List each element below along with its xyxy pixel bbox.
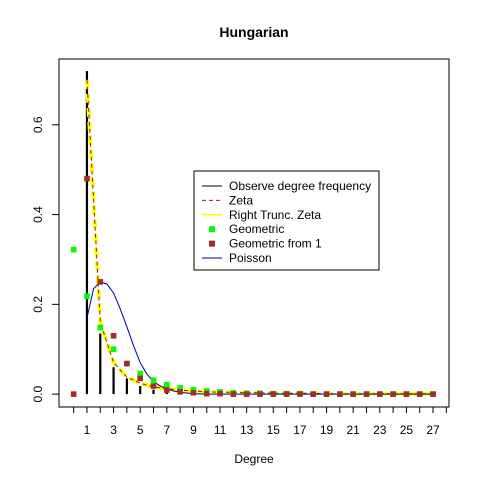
x-tick-label: 23: [373, 423, 387, 437]
geometric-point: [97, 324, 104, 331]
geometric-from-1-point: [84, 175, 90, 182]
x-tick-label: 13: [240, 423, 254, 437]
geometric-from-1-point: [270, 391, 277, 397]
geometric-from-1-point: [337, 391, 343, 397]
geometric-from-1-point: [403, 391, 410, 397]
legend-label: Geometric: [229, 222, 284, 236]
geometric-from-1-point: [283, 391, 290, 397]
geometric-point: [150, 377, 157, 384]
y-tick-label: 0.4: [31, 206, 45, 223]
geometric-from-1-point: [137, 375, 143, 382]
y-tick-label: 0.2: [31, 296, 45, 313]
geometric-from-1-point: [243, 391, 250, 397]
geometric-point: [110, 346, 117, 353]
geometric-from-1-point: [430, 391, 436, 397]
geometric-from-1-point: [323, 391, 330, 397]
x-tick-label: 9: [190, 423, 197, 437]
legend-swatch: [209, 240, 215, 247]
geometric-from-1-point: [416, 391, 423, 397]
geometric-from-1-point: [217, 390, 223, 397]
geometric-from-1-point: [310, 391, 317, 397]
legend-label: Observe degree frequency: [229, 179, 371, 193]
geometric-point: [137, 370, 143, 377]
geometric-from-1-point: [190, 389, 197, 396]
x-tick-label: 21: [346, 423, 360, 437]
x-axis: 1 3 5 7 9 11 13 15 17 19 21 23 25 27: [73, 406, 447, 437]
geometric-point: [84, 293, 90, 300]
legend-box: [193, 170, 380, 271]
geometric-point: [190, 386, 197, 393]
geometric-from-1-point: [350, 391, 356, 397]
legend-label: Right Trunc. Zeta: [229, 208, 321, 222]
geometric-from-1-point: [230, 391, 237, 397]
legend-label: Geometric from 1: [229, 237, 322, 251]
geometric-from-1-point: [97, 279, 104, 285]
y-tick-label: 0.6: [31, 116, 45, 133]
y-tick-label: 0.0: [31, 385, 45, 402]
poisson-line: [86, 281, 433, 395]
geometric-from-1-point: [376, 391, 383, 397]
geometric-from-1-point: [177, 389, 183, 395]
x-tick-label: 19: [320, 423, 334, 437]
x-tick-label: 25: [400, 423, 414, 437]
legend-label: Zeta: [229, 193, 253, 207]
geometric-from-1-point: [257, 391, 263, 397]
geometric-from-1-point: [390, 391, 396, 397]
geometric-point: [164, 381, 170, 388]
plot-area: [70, 70, 436, 397]
geometric-from-1-point: [70, 391, 77, 397]
geometric-from-1-point: [124, 360, 130, 367]
chart-title: Hungarian: [219, 24, 288, 40]
legend-label: Poisson: [229, 251, 272, 265]
x-tick-label: 27: [426, 423, 440, 437]
x-tick-label: 1: [84, 423, 91, 437]
geometric-point: [177, 385, 183, 391]
geometric-from-1-point: [363, 391, 370, 397]
geometric-from-1-point: [203, 390, 210, 397]
x-tick-label: 11: [214, 423, 227, 437]
x-tick-label: 15: [267, 423, 281, 437]
geometric-from-1-point: [150, 383, 157, 389]
x-tick-label: 7: [163, 423, 170, 437]
geometric-from-1-point: [110, 332, 117, 339]
x-tick-label: 3: [110, 423, 117, 437]
geometric-from-1-point: [164, 387, 170, 393]
x-tick-label: 17: [293, 423, 307, 437]
geometric-from-1-point: [297, 391, 303, 397]
x-tick-label: 5: [137, 423, 144, 437]
geometric-point: [70, 246, 77, 253]
y-axis: 0.0 0.2 0.4 0.6: [31, 116, 60, 402]
legend-swatch: [209, 226, 215, 233]
x-axis-label: Degree: [234, 452, 274, 466]
